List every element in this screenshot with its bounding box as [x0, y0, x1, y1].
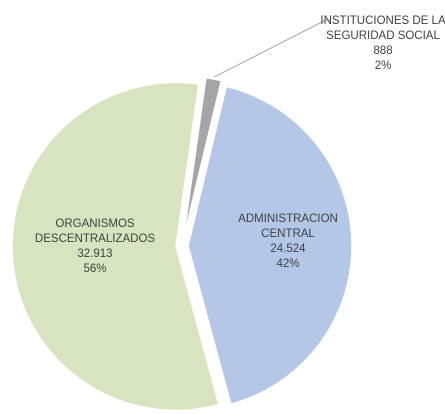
percentage-label: 42% — [276, 258, 300, 270]
category-label: INSTITUCIONES DE LA SEGURIDAD SOCIAL — [320, 15, 445, 42]
value-label: 24.524 — [270, 243, 306, 255]
data-label: ORGANISMOS DESCENTRALIZADOS 32.913 56% — [30, 217, 160, 277]
leader-line — [213, 19, 330, 78]
data-label: INSTITUCIONES DE LA SEGURIDAD SOCIAL 888 2… — [318, 14, 445, 74]
pie-slice — [182, 76, 223, 241]
data-label: ADMINISTRACION CENTRAL 24.524 42% — [228, 212, 348, 272]
pie-slice — [187, 85, 353, 406]
category-label: ADMINISTRACION CENTRAL — [238, 213, 338, 240]
category-label: ORGANISMOS DESCENTRALIZADOS — [34, 218, 156, 245]
value-label: 888 — [373, 45, 393, 57]
percentage-label: 56% — [83, 263, 107, 275]
value-label: 32.913 — [77, 248, 113, 260]
pie-slice — [11, 81, 220, 412]
percentage-label: 2% — [374, 60, 392, 72]
